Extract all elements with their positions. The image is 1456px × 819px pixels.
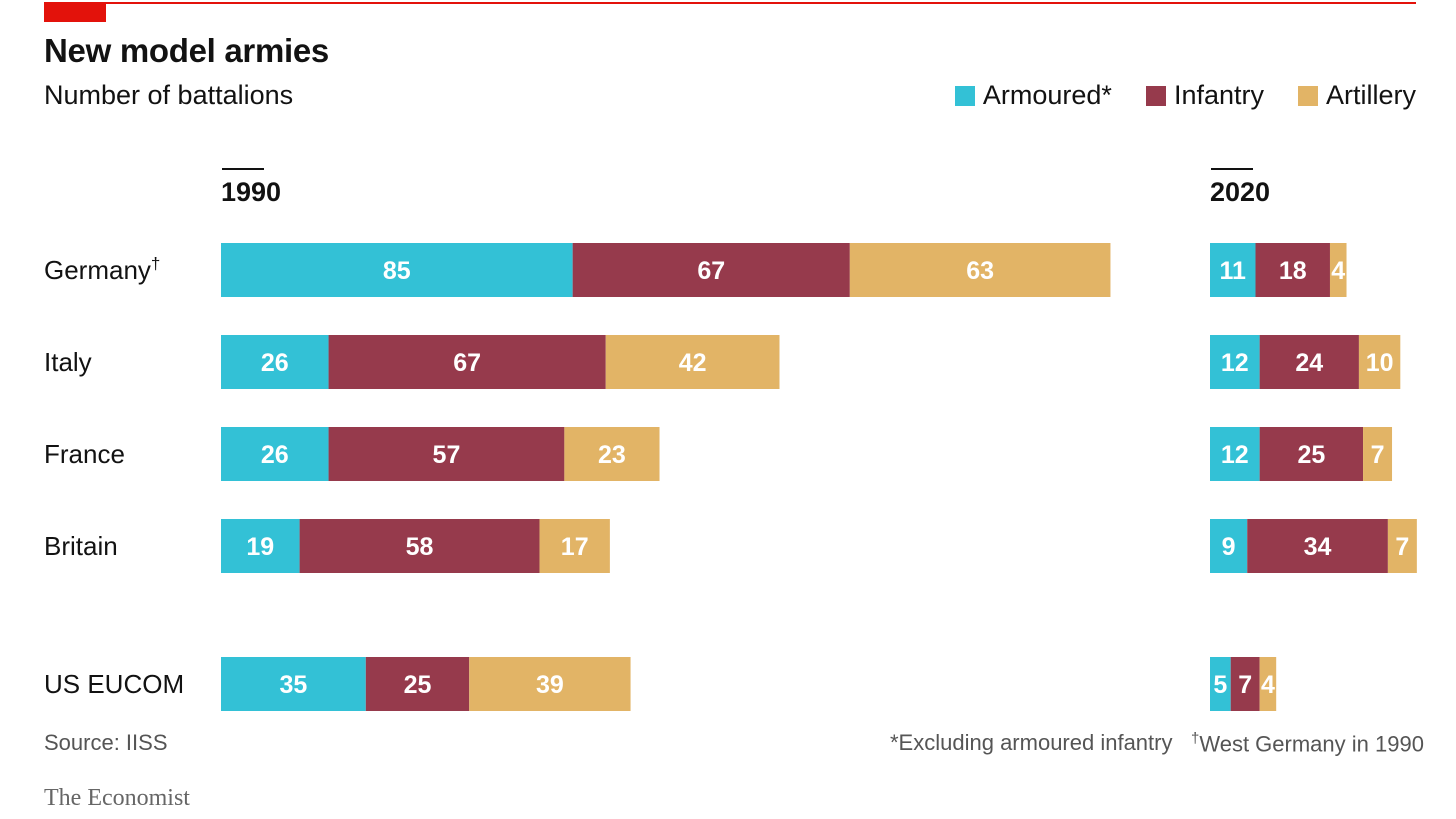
bar-1990-us-eucom-artillery (469, 657, 631, 711)
bar-value-1990-france-infantry: 57 (433, 441, 461, 469)
bar-2020-france-infantry (1259, 427, 1364, 481)
bar-value-1990-italy-armoured: 26 (261, 349, 289, 377)
bar-value-1990-us-eucom-infantry: 25 (404, 671, 432, 699)
bar-value-1990-britain-armoured: 19 (246, 533, 274, 561)
bar-value-2020-britain-artillery: 7 (1395, 533, 1409, 561)
bar-value-1990-france-armoured: 26 (261, 441, 289, 469)
bar-value-2020-italy-artillery: 10 (1366, 349, 1394, 377)
top-rule (44, 2, 1416, 4)
bar-value-2020-france-armoured: 12 (1221, 441, 1249, 469)
bar-1990-france-armoured (221, 427, 329, 481)
bar-value-1990-us-eucom-artillery: 39 (536, 671, 564, 699)
bar-1990-us-eucom-infantry (365, 657, 470, 711)
bar-value-2020-italy-infantry: 24 (1295, 349, 1323, 377)
bar-value-1990-germany-infantry: 67 (697, 257, 725, 285)
chart-subtitle: Number of battalions (44, 80, 294, 110)
bar-value-2020-germany-artillery: 4 (1331, 257, 1345, 285)
footnote-germany-text: West Germany in 1990 (1199, 731, 1424, 757)
bar-value-1990-us-eucom-armoured: 35 (279, 671, 307, 699)
bar-2020-germany-armoured (1210, 243, 1256, 297)
bar-value-2020-britain-infantry: 34 (1304, 533, 1332, 561)
legend-label-armoured: Armoured* (982, 80, 1112, 110)
bar-value-2020-france-infantry: 25 (1297, 441, 1325, 469)
bar-value-1990-germany-armoured: 85 (383, 257, 411, 285)
bar-1990-germany-artillery (849, 243, 1111, 297)
footnote-germany: †West Germany in 1990 (1191, 730, 1424, 757)
bar-value-2020-germany-infantry: 18 (1279, 257, 1307, 285)
footnote-dagger: † (1191, 730, 1200, 747)
bar-2020-germany-artillery (1329, 243, 1347, 297)
bar-2020-us-eucom-infantry (1230, 657, 1260, 711)
bar-1990-france-infantry (328, 427, 565, 481)
bar-2020-germany-infantry (1255, 243, 1330, 297)
bar-value-2020-germany-armoured: 11 (1220, 257, 1247, 285)
bar-value-1990-britain-infantry: 58 (406, 533, 434, 561)
category-label-france: France (44, 439, 125, 469)
bar-value-2020-france-artillery: 7 (1371, 441, 1385, 469)
source-note: Source: IISS (44, 730, 168, 755)
bar-2020-us-eucom-armoured (1210, 657, 1231, 711)
category-label-italy: Italy (44, 347, 92, 377)
category-label-britain: Britain (44, 531, 118, 561)
legend-swatch-infantry (1145, 85, 1166, 106)
legend-item-artillery: Artillery (1297, 80, 1416, 111)
legend-swatch-armoured (954, 85, 975, 106)
bar-value-1990-italy-infantry: 67 (453, 349, 481, 377)
bar-1990-germany-infantry (572, 243, 850, 297)
bar-1990-italy-infantry (328, 335, 606, 389)
bar-value-1990-britain-artillery: 17 (561, 533, 589, 561)
panel-header-1990: 1990 (221, 177, 281, 207)
bar-2020-us-eucom-artillery (1259, 657, 1277, 711)
bar-1990-britain-armoured (221, 519, 300, 573)
bar-value-1990-italy-artillery: 42 (679, 349, 707, 377)
brand-tag (44, 2, 106, 22)
bar-2020-britain-armoured (1210, 519, 1248, 573)
bar-1990-germany-armoured (221, 243, 573, 297)
publisher-logo: The Economist (44, 785, 190, 811)
bar-1990-us-eucom-armoured (221, 657, 366, 711)
panel-header-2020: 2020 (1210, 177, 1270, 207)
footnote-armoured: *Excluding armoured infantry (890, 730, 1173, 755)
bar-2020-britain-artillery (1387, 519, 1417, 573)
bar-2020-france-artillery (1363, 427, 1393, 481)
bar-value-1990-france-artillery: 23 (598, 441, 626, 469)
bar-1990-britain-artillery (539, 519, 610, 573)
bar-2020-italy-armoured (1210, 335, 1260, 389)
bar-2020-britain-infantry (1247, 519, 1388, 573)
legend-item-infantry: Infantry (1145, 80, 1264, 111)
bar-value-2020-britain-armoured: 9 (1222, 533, 1236, 561)
bar-2020-france-armoured (1210, 427, 1260, 481)
legend-swatch-artillery (1297, 85, 1318, 106)
legend: Armoured* Infantry Artillery (921, 80, 1416, 111)
bar-1990-italy-armoured (221, 335, 329, 389)
legend-label-artillery: Artillery (1325, 80, 1416, 110)
bar-value-2020-italy-armoured: 12 (1221, 349, 1249, 377)
bar-1990-france-artillery (564, 427, 660, 481)
bar-value-1990-germany-artillery: 63 (966, 257, 994, 285)
category-label-us-eucom: US EUCOM (44, 669, 184, 699)
legend-label-infantry: Infantry (1173, 80, 1264, 110)
bar-2020-italy-infantry (1259, 335, 1359, 389)
bar-value-2020-us-eucom-artillery: 4 (1261, 671, 1275, 699)
bar-2020-italy-artillery (1358, 335, 1401, 389)
bar-value-2020-us-eucom-armoured: 5 (1213, 671, 1227, 699)
chart-title: New model armies (44, 32, 329, 69)
bar-1990-britain-infantry (299, 519, 540, 573)
category-label-germany: Germany† (44, 254, 160, 285)
legend-item-armoured: Armoured* (954, 80, 1112, 111)
bar-1990-italy-artillery (605, 335, 780, 389)
bar-value-2020-us-eucom-infantry: 7 (1238, 671, 1252, 699)
